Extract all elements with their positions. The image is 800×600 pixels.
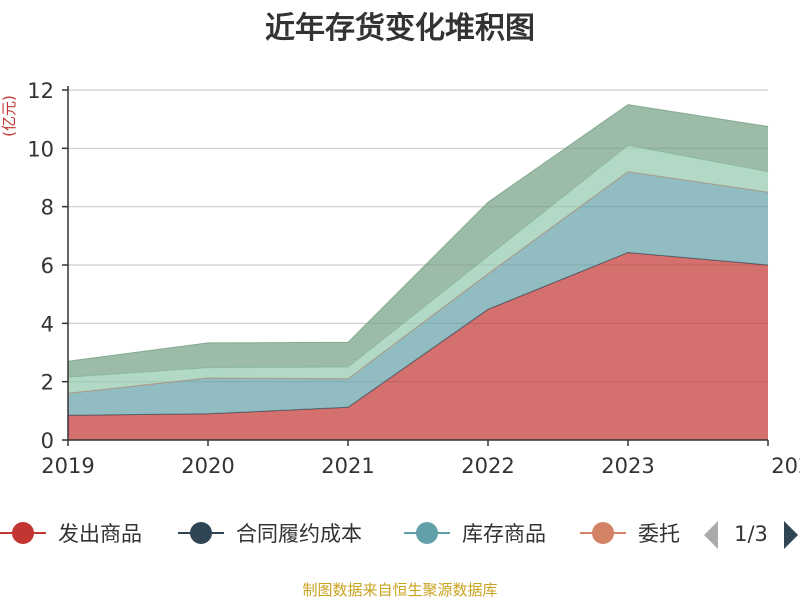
y-axis-unit-label: (亿元) <box>0 95 18 137</box>
legend-label: 发出商品 <box>58 522 142 546</box>
y-tick-label: 12 <box>27 79 54 103</box>
legend-item[interactable]: 合同履约成本 <box>178 522 362 546</box>
y-tick-label: 4 <box>41 312 54 336</box>
legend-label: 合同履约成本 <box>236 522 362 546</box>
area-series-line-5 <box>67 104 769 362</box>
area-series-2 <box>68 171 768 416</box>
stacked-areas <box>67 104 769 440</box>
x-tick-label: 2020 <box>181 454 234 478</box>
legend-item[interactable]: 发出商品 <box>0 522 142 546</box>
area-series-4 <box>68 145 768 394</box>
legend-item[interactable]: 委托 <box>580 522 680 546</box>
legend-label: 委托 <box>638 522 680 546</box>
source-note: 制图数据来自恒生聚源数据库 <box>302 581 497 599</box>
x-tick-label: 2023 <box>601 454 654 478</box>
legend-pager: 1/3 <box>704 521 798 549</box>
y-tick-label: 8 <box>41 196 54 220</box>
legend-circle-icon <box>592 522 614 544</box>
y-tick-label: 10 <box>27 137 54 161</box>
y-tick-label: 6 <box>41 254 54 278</box>
legend-label: 库存商品 <box>462 522 546 546</box>
legend-prev-arrow-icon[interactable] <box>704 521 718 549</box>
legend-circle-icon <box>12 522 34 544</box>
x-tick-label: 2021 <box>321 454 374 478</box>
legend-next-arrow-icon[interactable] <box>784 521 798 549</box>
y-axis: 0 2 4 6 8 10 12 <box>27 79 68 453</box>
y-tick-label: 0 <box>41 429 54 453</box>
x-tick-label: 2019 <box>41 454 94 478</box>
y-tick-label: 2 <box>41 371 54 395</box>
legend-circle-icon <box>190 522 212 544</box>
x-tick-label: 2024 <box>771 454 800 478</box>
legend: 发出商品 合同履约成本 库存商品 委托 <box>0 522 680 546</box>
x-axis: 2019 2020 2021 2022 2023 2024 <box>41 440 800 478</box>
area-series-0 <box>68 252 768 440</box>
area-series-5 <box>68 104 768 378</box>
x-tick-label: 2022 <box>461 454 514 478</box>
legend-page-indicator: 1/3 <box>734 522 768 546</box>
chart-title: 近年存货变化堆积图 <box>265 11 535 46</box>
legend-item[interactable]: 库存商品 <box>404 522 546 546</box>
legend-circle-icon <box>416 522 438 544</box>
